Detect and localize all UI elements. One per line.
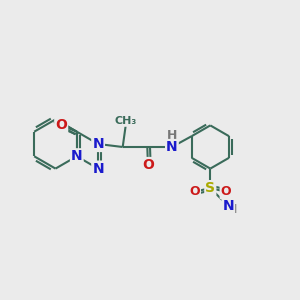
- Text: N: N: [166, 140, 178, 154]
- Text: O: O: [189, 185, 200, 198]
- Text: CH₃: CH₃: [115, 116, 137, 126]
- Text: N: N: [223, 199, 234, 213]
- Text: O: O: [142, 158, 154, 172]
- Text: N: N: [71, 149, 82, 163]
- Text: O: O: [55, 118, 67, 132]
- Text: H: H: [227, 202, 237, 216]
- Text: N: N: [92, 137, 104, 151]
- Text: H: H: [167, 129, 177, 142]
- Text: S: S: [205, 181, 215, 195]
- Text: O: O: [220, 185, 231, 198]
- Text: N: N: [92, 162, 104, 176]
